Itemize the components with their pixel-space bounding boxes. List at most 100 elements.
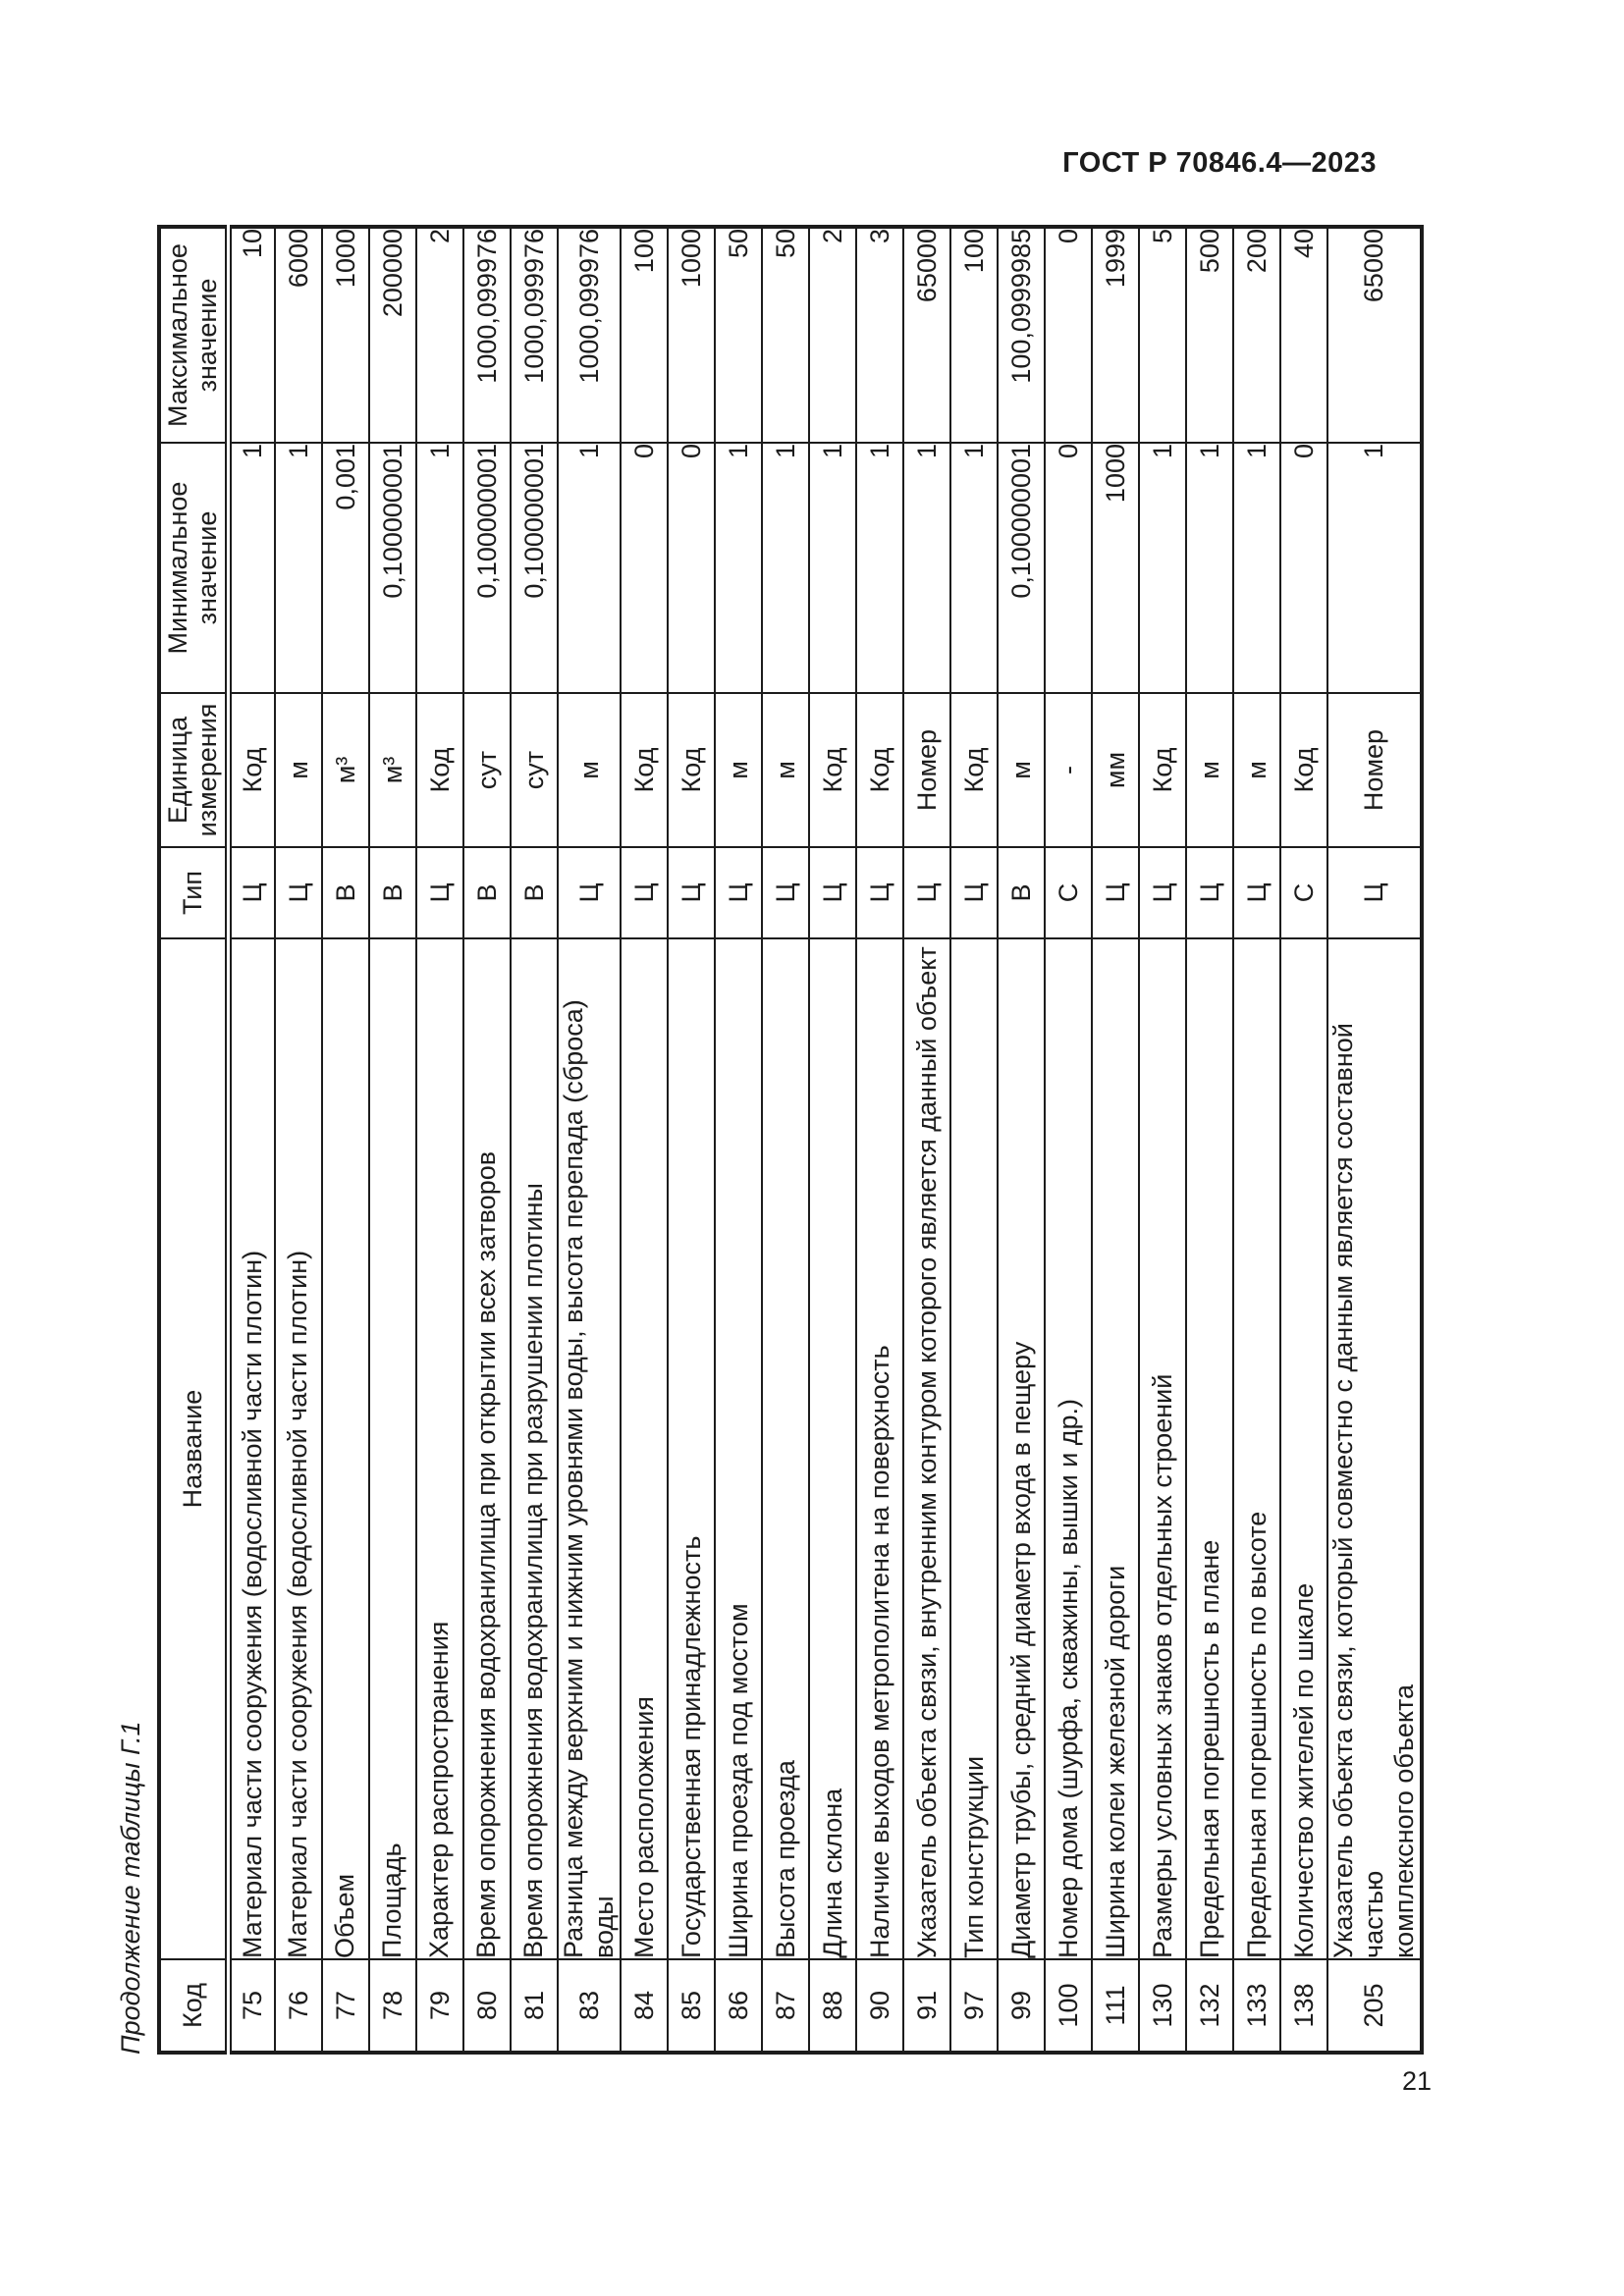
cell-unit: м (275, 693, 322, 847)
cell-min: 1 (416, 443, 463, 693)
table-row: 75 Материал части сооружения (водосливной… (228, 227, 275, 2053)
cell-type: Ц (228, 847, 275, 938)
cell-code: 88 (809, 1959, 857, 2053)
cell-type: Ц (903, 847, 951, 938)
cell-code: 75 (228, 1959, 275, 2053)
cell-type: Ц (950, 847, 999, 938)
cell-name: Указатель объекта связи, внутренним конт… (903, 938, 951, 1959)
cell-unit: м (715, 693, 763, 847)
cell-type: Ц (856, 847, 904, 938)
cell-name: Время опорожнения водохранилища при разр… (511, 938, 558, 1959)
cell-min: 1 (558, 443, 622, 693)
cell-min: 0,001 (322, 443, 369, 693)
cell-code: 78 (369, 1959, 416, 2053)
cell-type: Ц (668, 847, 716, 938)
cell-type: Ц (275, 847, 322, 938)
cell-min: 1 (1233, 443, 1281, 693)
table-row: 76 Материал части сооружения (водосливной… (275, 227, 322, 2053)
table-row: 84 Место расположения Ц Код 0 100 (621, 227, 669, 2053)
cell-name: Место расположения (621, 938, 669, 1959)
cell-unit: Код (809, 693, 857, 847)
cell-min: 1 (809, 443, 857, 693)
cell-type: С (1280, 847, 1328, 938)
cell-type: Ц (621, 847, 669, 938)
header-code: Код (159, 1959, 228, 2053)
cell-min: 1 (1327, 443, 1423, 693)
header-name: Название (159, 938, 228, 1959)
cell-min: 1 (903, 443, 951, 693)
cell-max: 50 (715, 227, 763, 443)
cell-code: 85 (668, 1959, 716, 2053)
cell-type: Ц (1233, 847, 1281, 938)
cell-code: 133 (1233, 1959, 1281, 2053)
cell-code: 100 (1045, 1959, 1093, 2053)
cell-max: 10 (228, 227, 275, 443)
cell-max: 1000 (668, 227, 716, 443)
page-number: 21 (1401, 2066, 1432, 2096)
cell-name: Длина склона (809, 938, 857, 1959)
rotated-table-region: Продолжение таблицы Г.1 Код Название Тип (108, 225, 1425, 2055)
cell-max: 200000 (369, 227, 416, 443)
cell-code: 79 (416, 1959, 463, 2053)
cell-type: Ц (1092, 847, 1140, 938)
cell-min: 0,100000001 (369, 443, 416, 693)
cell-unit: м (762, 693, 810, 847)
cell-code: 111 (1092, 1959, 1140, 2053)
cell-min: 1 (856, 443, 904, 693)
cell-min: 1 (1186, 443, 1234, 693)
cell-unit: сут (511, 693, 558, 847)
cell-min: 1 (950, 443, 999, 693)
cell-unit: Код (668, 693, 716, 847)
cell-max: 200 (1233, 227, 1281, 443)
cell-unit: Код (228, 693, 275, 847)
table-row: 138 Количество жителей по шкале С Код 0 40 (1280, 227, 1328, 2053)
cell-unit: Код (1280, 693, 1328, 847)
cell-min: 0 (621, 443, 669, 693)
cell-code: 90 (856, 1959, 904, 2053)
cell-code: 130 (1139, 1959, 1187, 2053)
cell-name: Площадь (369, 938, 416, 1959)
cell-code: 86 (715, 1959, 763, 2053)
table-row: 97 Тип конструкции Ц Код 1 100 (950, 227, 999, 2053)
table-row: 91 Указатель объекта связи, внутренним ко… (903, 227, 951, 2053)
landscape-content: Продолжение таблицы Г.1 Код Название Тип (108, 225, 1425, 2055)
cell-max: 2 (416, 227, 463, 443)
cell-name: Объем (322, 938, 369, 1959)
cell-name: Предельная погрешность в плане (1186, 938, 1234, 1959)
cell-max: 3 (856, 227, 904, 443)
table-row: 81 Время опорожнения водохранилища при ра… (511, 227, 558, 2053)
header-unit: Единица измерения (159, 693, 228, 847)
cell-unit: мм (1092, 693, 1140, 847)
attribute-table: Код Название Тип Единица измерения Миним… (157, 225, 1425, 2055)
cell-code: 84 (621, 1959, 669, 2053)
cell-min: 1 (762, 443, 810, 693)
cell-min: 0 (1045, 443, 1093, 693)
cell-name: Разница между верхним и нижним уровнями … (558, 938, 622, 1959)
cell-code: 91 (903, 1959, 951, 2053)
cell-unit: Код (621, 693, 669, 847)
cell-max: 1999 (1092, 227, 1140, 443)
cell-min: 1 (1139, 443, 1187, 693)
cell-max: 50 (762, 227, 810, 443)
cell-code: 205 (1327, 1959, 1423, 2053)
cell-unit: Код (416, 693, 463, 847)
cell-unit: м³ (369, 693, 416, 847)
cell-type: В (463, 847, 511, 938)
cell-min: 0 (1280, 443, 1328, 693)
cell-unit: Номер (903, 693, 951, 847)
cell-type: Ц (762, 847, 810, 938)
cell-min: 1 (275, 443, 322, 693)
standard-reference: ГОСТ Р 70846.4—2023 (1062, 147, 1377, 179)
cell-unit: м (998, 693, 1046, 847)
cell-name: Количество жителей по шкале (1280, 938, 1328, 1959)
cell-max: 65000 (903, 227, 951, 443)
cell-max: 65000 (1327, 227, 1423, 443)
table-row: 99 Диаметр трубы, средний диаметр входа в… (998, 227, 1046, 2053)
cell-unit: м (1186, 693, 1234, 847)
cell-code: 83 (558, 1959, 622, 2053)
cell-unit: Код (856, 693, 904, 847)
cell-max: 1000,099976 (463, 227, 511, 443)
